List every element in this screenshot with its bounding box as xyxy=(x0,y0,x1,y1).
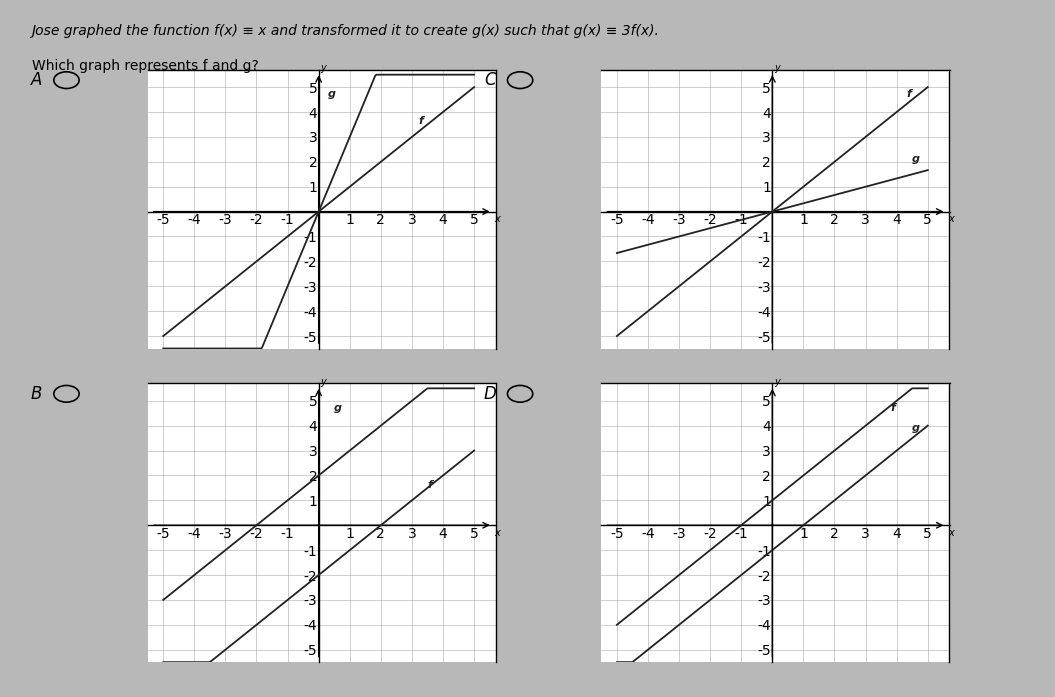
Text: y: y xyxy=(321,377,326,387)
Text: f: f xyxy=(418,116,423,126)
Text: D: D xyxy=(483,385,496,403)
Text: Which graph represents f and g?: Which graph represents f and g? xyxy=(32,59,258,73)
Text: A: A xyxy=(31,71,42,89)
Text: x: x xyxy=(495,528,500,537)
Text: y: y xyxy=(321,63,326,73)
Text: g: g xyxy=(328,89,335,99)
Text: B: B xyxy=(31,385,42,403)
Text: f: f xyxy=(890,403,896,413)
Text: f: f xyxy=(906,89,910,99)
Text: g: g xyxy=(913,422,920,433)
Text: Jose graphed the function f(x) ≡ x and transformed it to create g(x) such that g: Jose graphed the function f(x) ≡ x and t… xyxy=(32,24,659,38)
Text: f: f xyxy=(427,480,433,490)
Text: x: x xyxy=(948,214,954,224)
Text: x: x xyxy=(948,528,954,537)
Text: y: y xyxy=(774,63,780,73)
Text: C: C xyxy=(484,71,496,89)
Text: g: g xyxy=(913,154,920,164)
Text: x: x xyxy=(495,214,500,224)
Text: g: g xyxy=(334,403,342,413)
Text: y: y xyxy=(774,377,780,387)
